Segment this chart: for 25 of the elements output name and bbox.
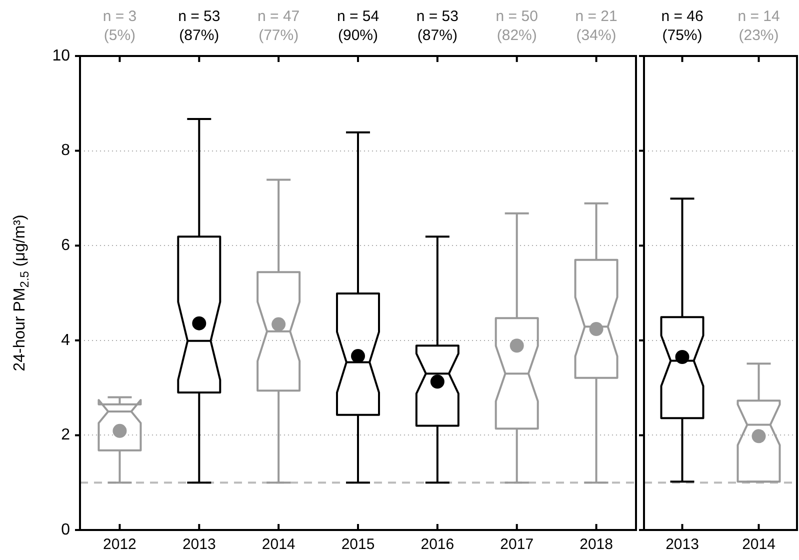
y-tick-label: 8 — [61, 142, 70, 160]
annotation: n = 54 (90%) — [336, 8, 380, 44]
x-tick-label: 2013 — [666, 536, 699, 554]
annotation: n = 14 (23%) — [738, 8, 780, 44]
x-tick-label: 2012 — [103, 536, 136, 554]
x-tick-label: 2015 — [341, 536, 375, 554]
x-tick-label: 2014 — [262, 536, 296, 554]
y-axis-title: 24-hour PM2.5 (μg/m³) — [11, 214, 32, 372]
annotation: n = 53 (87%) — [178, 8, 220, 44]
annotation: n = 21 (34%) — [575, 8, 618, 44]
annotation: n = 3 (5%) — [102, 8, 137, 44]
x-tick-label: 2017 — [500, 536, 534, 554]
y-tick-label: 2 — [61, 426, 70, 444]
x-tick-label: 2013 — [182, 536, 216, 554]
annotation: n = 46 (75%) — [661, 8, 704, 44]
x-tick-label: 2018 — [580, 536, 613, 554]
y-tick-label: 0 — [61, 521, 70, 538]
x-tick-label: 2014 — [742, 536, 776, 554]
x-tick-label: 2016 — [420, 536, 454, 554]
annotation: n = 50 (82%) — [496, 8, 538, 44]
annotation: n = 53 (87%) — [416, 8, 458, 44]
y-tick-label: 10 — [52, 47, 70, 64]
y-tick-label: 4 — [61, 332, 70, 349]
y-tick-label: 6 — [61, 237, 70, 254]
annotation: n = 47 (77%) — [258, 8, 300, 44]
